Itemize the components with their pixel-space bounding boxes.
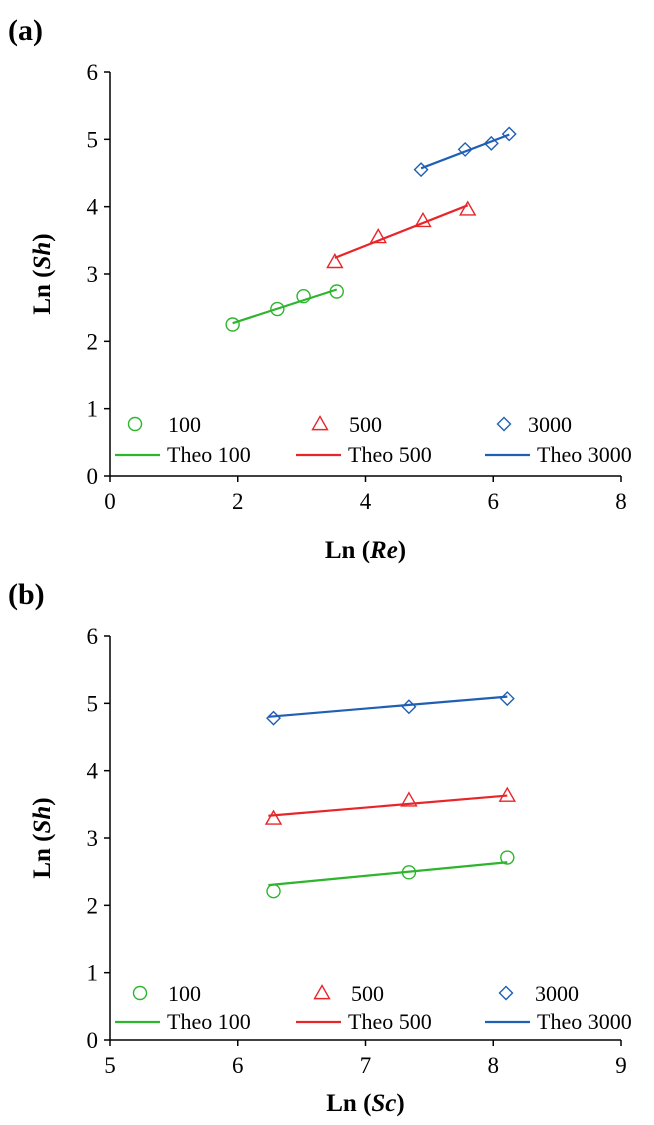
x-tick-label: 5 [104, 1053, 116, 1078]
data-point-3000 [483, 135, 499, 151]
x-axis-title: Ln (Sc) [326, 1090, 404, 1117]
data-point-100 [225, 317, 240, 332]
data-point-3000 [401, 699, 417, 715]
y-tick-label: 4 [87, 759, 99, 784]
data-point-3000 [266, 710, 282, 726]
legend-label: Theo 3000 [537, 442, 632, 467]
legend-label: 500 [349, 412, 382, 437]
theory-line-theo-500 [268, 794, 508, 817]
data-point-500 [326, 252, 344, 269]
y-tick-label: 2 [87, 329, 99, 354]
x-tick-label: 8 [488, 1053, 500, 1078]
y-tick-label: 0 [87, 1028, 99, 1053]
x-axis-title: Ln (Re) [325, 537, 406, 564]
y-tick-label: 3 [87, 826, 99, 851]
legend: 100 500 3000 Theo 100 Theo 500 Theo 3000 [115, 412, 632, 467]
legend-label: Theo 3000 [537, 1009, 632, 1034]
data-point-3000 [499, 691, 515, 707]
x-axis-title-part: ) [396, 1090, 404, 1117]
x-tick-label: 9 [615, 1053, 627, 1078]
x-axis-title-part: Re [369, 537, 398, 564]
data-point-100 [270, 301, 285, 317]
y-tick-label: 4 [87, 195, 99, 220]
y-axis-title-part: Sh [29, 242, 56, 270]
y-tick-label: 6 [87, 60, 99, 85]
y-axis-title-part: ) [29, 797, 56, 805]
legend-marker-3000 [498, 985, 514, 1001]
data-point-500 [458, 200, 477, 216]
legend-label: 500 [351, 981, 384, 1006]
y-axis-title-part: Ln ( [29, 833, 56, 878]
data-point-500 [400, 791, 418, 807]
x-tick-label: 6 [488, 489, 500, 514]
y-axis-title-part: Sh [29, 806, 56, 834]
x-axis-title-part: Ln ( [326, 1090, 371, 1117]
y-axis-title-part: Ln ( [29, 269, 56, 314]
legend-label: Theo 500 [348, 1009, 432, 1034]
y-axis-title: Ln (Sh) [29, 797, 56, 878]
panel-label: (b) [8, 578, 45, 611]
legend-label: 3000 [535, 981, 579, 1006]
x-tick-label: 8 [615, 489, 627, 514]
legend-label: 100 [168, 412, 201, 437]
data-point-100 [401, 865, 417, 880]
y-tick-label: 1 [87, 397, 99, 422]
legend-marker-100 [132, 985, 148, 1001]
data-point-500 [414, 211, 432, 228]
theory-line-theo-500 [334, 204, 469, 259]
data-point-500 [264, 809, 283, 825]
x-tick-label: 4 [360, 489, 372, 514]
data-point-100 [266, 883, 281, 899]
y-tick-label: 6 [87, 624, 99, 649]
legend-marker-3000 [496, 416, 512, 432]
y-tick-label: 1 [87, 961, 99, 986]
x-axis-title-part: Ln ( [325, 537, 370, 564]
theory-line-theo-100 [232, 288, 338, 325]
y-tick-label: 3 [87, 262, 99, 287]
y-tick-label: 5 [87, 691, 99, 716]
data-point-500 [369, 228, 387, 244]
panel-label: (a) [8, 14, 43, 47]
legend-label: Theo 100 [167, 442, 251, 467]
legend-label: Theo 100 [167, 1009, 251, 1034]
x-axis-title-part: ) [398, 537, 406, 564]
y-axis-title: Ln (Sh) [29, 233, 56, 314]
x-tick-label: 7 [360, 1053, 372, 1078]
y-tick-label: 5 [87, 127, 99, 152]
data-point-3000 [501, 126, 517, 142]
x-tick-label: 6 [232, 1053, 244, 1078]
y-axis-title-part: ) [29, 233, 56, 241]
data-point-3000 [413, 162, 429, 178]
theory-line-theo-3000 [268, 695, 508, 718]
legend-marker-500 [313, 984, 331, 1000]
theory-line-theo-3000 [420, 133, 510, 170]
legend-marker-100 [127, 416, 143, 432]
data-point-3000 [457, 141, 473, 157]
x-tick-label: 0 [104, 489, 116, 514]
data-point-100 [500, 850, 515, 865]
data-point-100 [296, 289, 311, 304]
y-tick-label: 0 [87, 464, 99, 489]
legend-marker-500 [311, 415, 329, 431]
legend-label: Theo 500 [348, 442, 432, 467]
x-axis-title-part: Sc [371, 1090, 396, 1117]
data-point-500 [498, 786, 517, 802]
y-tick-label: 2 [87, 893, 99, 918]
legend-label: 100 [168, 981, 201, 1006]
theory-line-theo-100 [268, 861, 508, 887]
x-tick-label: 2 [232, 489, 244, 514]
legend: 100 500 3000 Theo 100 Theo 500 Theo 3000 [115, 981, 632, 1034]
legend-label: 3000 [528, 412, 572, 437]
data-point-100 [329, 284, 344, 299]
